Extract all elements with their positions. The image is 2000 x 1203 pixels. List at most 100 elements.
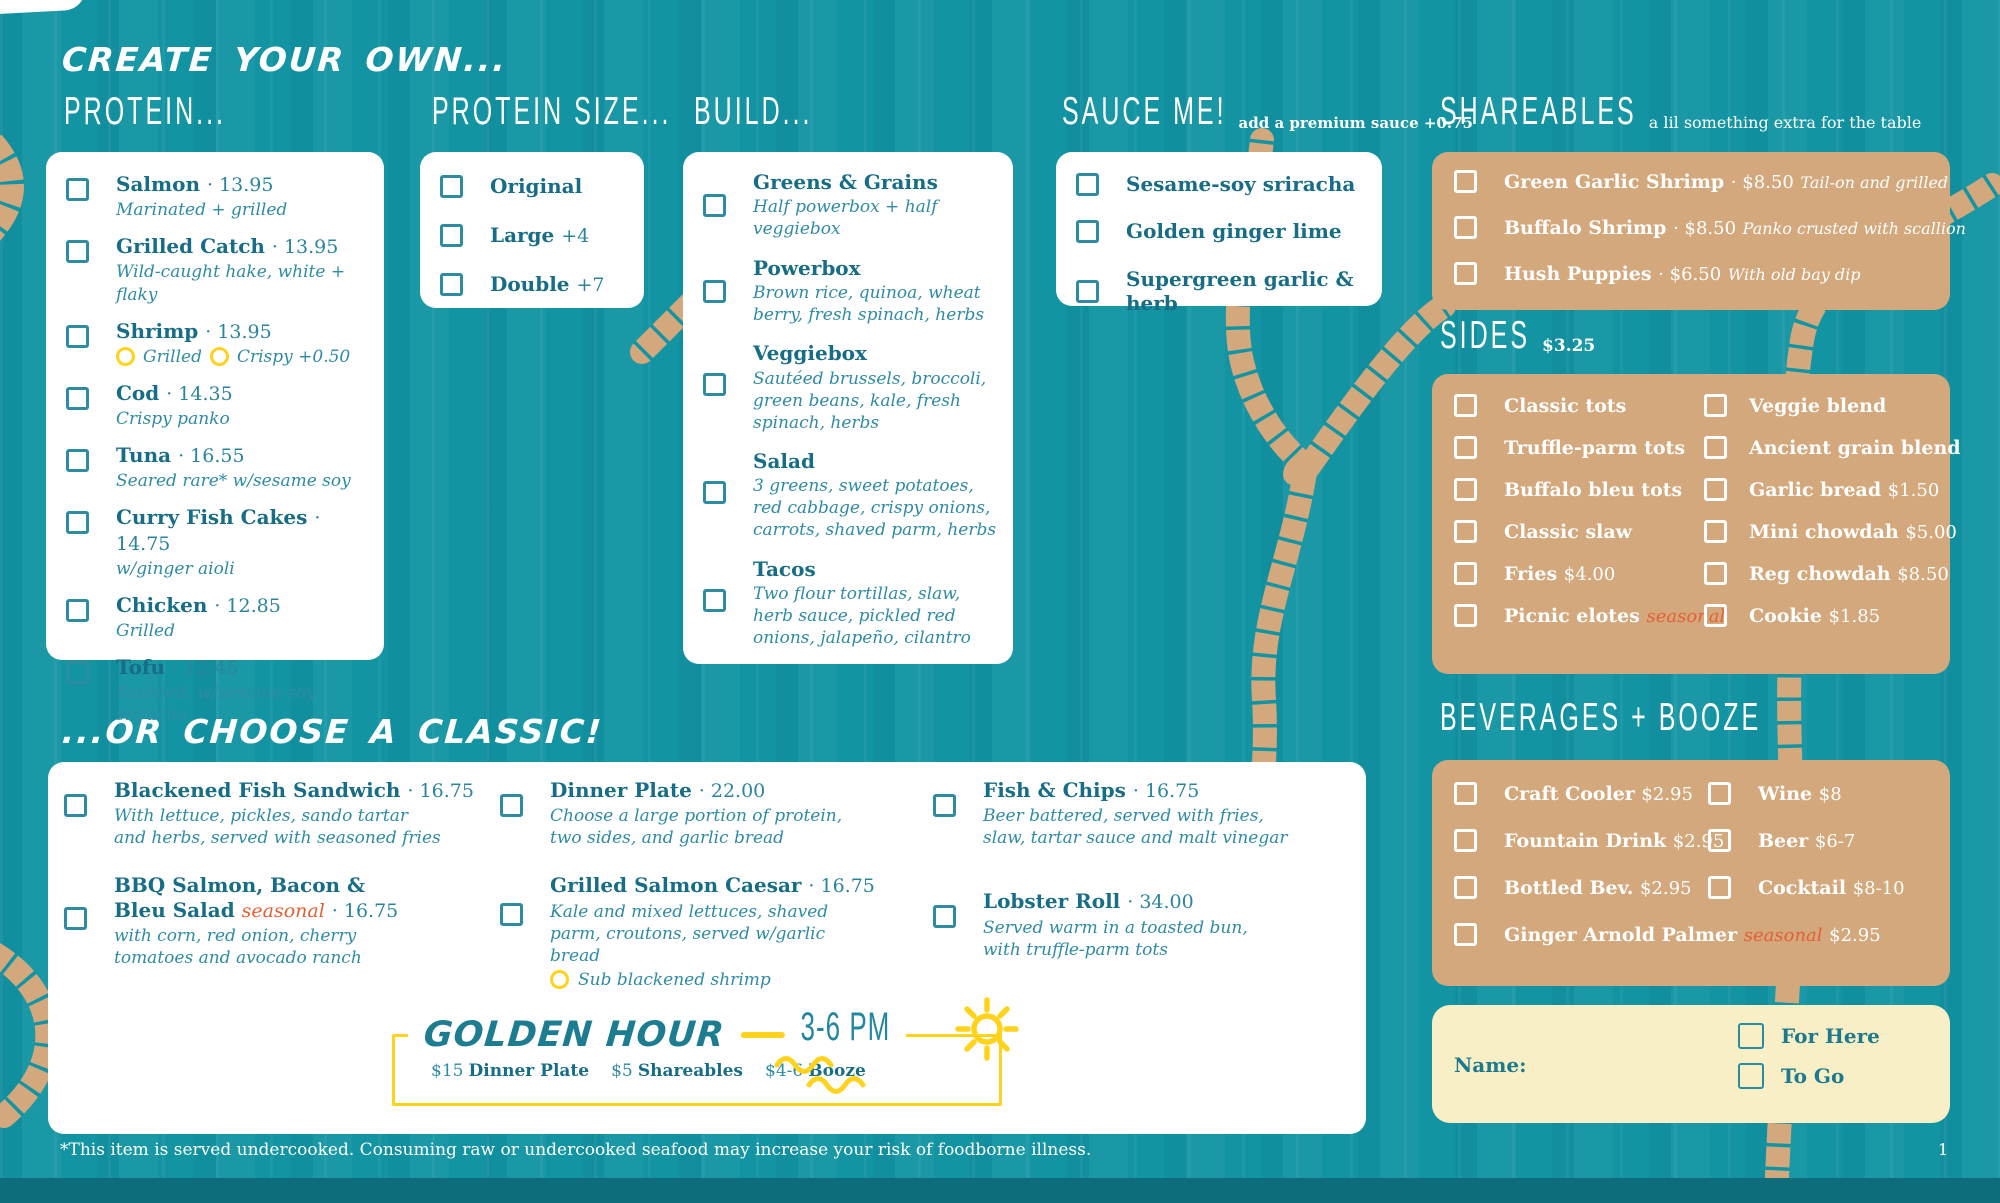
list-item: Tacos Two flour tortillas, slaw, herb sau… [703, 557, 1003, 650]
list-item: Cod · 14.35 Crispy panko [66, 381, 372, 430]
checkbox-tuna[interactable] [66, 449, 89, 473]
checkbox-classic-slaw[interactable] [1454, 520, 1477, 543]
checkbox-curry-fish-cakes[interactable] [66, 511, 89, 535]
checkbox-fish-and-chips[interactable] [933, 794, 956, 817]
list-item: Grilled Salmon Caesar · 16.75 Kale and mi… [500, 873, 920, 991]
checkbox-bbq-salmon-bacon-bleu-salad[interactable] [64, 907, 87, 931]
checkbox-original[interactable] [440, 175, 463, 199]
checkbox-double[interactable] [440, 273, 463, 297]
checkbox-ancient-grain-blend[interactable] [1704, 436, 1727, 459]
checkbox-sesame-soy-sriracha[interactable] [1076, 172, 1099, 196]
checkbox-to-go[interactable] [1738, 1063, 1764, 1089]
checkbox-truffle-parm-tots[interactable] [1454, 436, 1477, 459]
item-desc: Sautéed brussels, broccoli, green beans,… [753, 368, 987, 433]
list-item: Fries $4.00 [1454, 562, 1725, 585]
list-item: Beer $6-7 [1708, 829, 1905, 852]
item-desc: Marinated + grilled [116, 200, 288, 221]
protein-size-header: PROTEIN SIZE... [432, 90, 672, 134]
item-desc: Sautéed, w/sesame-soy sriracha [116, 683, 316, 726]
checkbox-ginger-arnold-palmer[interactable] [1454, 923, 1477, 946]
item-desc: Half powerbox + half veggiebox [753, 197, 938, 240]
checkbox-lobster-roll[interactable] [933, 905, 956, 929]
item-desc: Seared rare* w/sesame soy [116, 471, 351, 492]
shareables-card: Green Garlic Shrimp · $8.50 Tail-on and … [1432, 152, 1966, 310]
list-item: Cocktail $8-10 [1708, 876, 1905, 899]
item-desc: Served warm in a toasted bun, with truff… [983, 917, 1248, 960]
list-item: Golden ginger lime [1076, 219, 1370, 243]
list-item: Garlic bread $1.50 [1704, 478, 1961, 501]
checkbox-classic-tots[interactable] [1454, 394, 1477, 417]
checkbox-for-here[interactable] [1738, 1023, 1764, 1049]
checkbox-green-garlic-shrimp[interactable] [1454, 170, 1477, 193]
name-label: Name: [1454, 1053, 1527, 1077]
checkbox-hush-puppies[interactable] [1454, 262, 1477, 285]
waves-icon [774, 1056, 866, 1094]
golden-hour-title: GOLDEN HOUR 3-6 PM [407, 1002, 907, 1063]
list-item: For Here [1738, 1023, 1880, 1049]
checkbox-reg-chowdah[interactable] [1704, 562, 1727, 585]
option-circle-crispy[interactable] [209, 347, 229, 367]
checkbox-craft-cooler[interactable] [1454, 782, 1477, 805]
item-desc: w/ginger aioli [116, 558, 235, 579]
name-input[interactable] [1454, 1083, 1680, 1084]
item-desc: Wild-caught hake, white + flaky [116, 262, 346, 305]
sides-card: Classic tots Truffle-parm tots Buffalo b… [1432, 374, 1961, 674]
checkbox-fountain-drink[interactable] [1454, 829, 1477, 852]
checkbox-cocktail[interactable] [1708, 876, 1731, 899]
item-desc: Crispy panko [116, 409, 230, 430]
create-your-own-title: CREATE YOUR OWN... [60, 40, 509, 79]
list-item: Classic tots [1454, 394, 1725, 417]
list-item: Veggiebox Sautéed brussels, broccoli, gre… [703, 341, 1003, 434]
list-item: Tuna · 16.55 Seared rare* w/sesame soy [66, 443, 372, 492]
item-desc: 3 greens, sweet potatoes, red cabbage, c… [753, 476, 997, 541]
list-item: Double +7 [440, 272, 630, 297]
checkbox-veggie-blend[interactable] [1704, 394, 1727, 417]
checkbox-mini-chowdah[interactable] [1704, 520, 1727, 543]
option-circle-sub-blackened-shrimp[interactable] [550, 970, 569, 990]
sides-header: SIDES $3.25 [1440, 314, 1596, 358]
checkbox-dinner-plate[interactable] [500, 794, 523, 817]
checkbox-wine[interactable] [1708, 782, 1731, 805]
checkbox-shrimp[interactable] [66, 324, 89, 348]
checkbox-grilled-salmon-caesar[interactable] [500, 903, 523, 927]
list-item: Grilled Catch · 13.95 Wild-caught hake, w… [66, 234, 372, 305]
build-header: BUILD... [694, 90, 813, 134]
checkbox-grilled-catch[interactable] [66, 240, 89, 264]
checkbox-fries[interactable] [1454, 562, 1477, 585]
checkbox-tacos[interactable] [703, 588, 726, 612]
sauce-header: SAUCE ME! add a premium sauce +0.75 [1062, 90, 1473, 134]
checkbox-powerbox[interactable] [703, 279, 726, 303]
checkbox-blackened-fish-sandwich[interactable] [64, 794, 87, 817]
checkbox-greens-grains[interactable] [703, 194, 726, 217]
build-card: Greens & Grains Half powerbox + half vegg… [683, 152, 1013, 664]
list-item: Original [440, 174, 630, 199]
list-item: Shrimp · 13.95 Grilled Crispy +0.50 [66, 319, 372, 368]
list-item: Sesame-soy sriracha [1076, 172, 1370, 196]
sauce-card: Sesame-soy sriracha Golden ginger lime S… [1056, 152, 1382, 315]
checkbox-large[interactable] [440, 224, 463, 248]
list-item: Supergreen garlic & herb [1076, 267, 1370, 316]
item-desc: Beer battered, served with fries, slaw, … [983, 806, 1288, 849]
checkbox-tofu[interactable] [66, 661, 89, 685]
checkbox-salmon[interactable] [66, 178, 89, 201]
checkbox-beer[interactable] [1708, 829, 1731, 852]
beverages-card: Craft Cooler $2.95 Fountain Drink $2.95 … [1432, 760, 1950, 986]
list-item: Veggie blend [1704, 394, 1961, 417]
item-desc: Choose a large portion of protein, two s… [550, 806, 843, 849]
checkbox-garlic-bread[interactable] [1704, 478, 1727, 501]
list-item: Large +4 [440, 223, 630, 248]
checkbox-supergreen-garlic-herb[interactable] [1076, 279, 1099, 303]
beverages-header: BEVERAGES + BOOZE [1440, 696, 1762, 740]
option-circle-grilled[interactable] [116, 347, 135, 367]
sides-base-price: $3.25 [1542, 336, 1596, 356]
checkbox-cookie[interactable] [1704, 604, 1727, 627]
checkbox-buffalo-shrimp[interactable] [1454, 216, 1477, 239]
checkbox-bottled-bev[interactable] [1454, 876, 1477, 899]
checkbox-buffalo-bleu-tots[interactable] [1454, 478, 1477, 501]
checkbox-salad[interactable] [703, 480, 726, 504]
checkbox-chicken[interactable] [66, 598, 89, 622]
checkbox-golden-ginger-lime[interactable] [1076, 220, 1099, 244]
checkbox-picnic-elotes[interactable] [1454, 604, 1477, 627]
checkbox-cod[interactable] [66, 386, 89, 410]
checkbox-veggiebox[interactable] [703, 373, 726, 397]
